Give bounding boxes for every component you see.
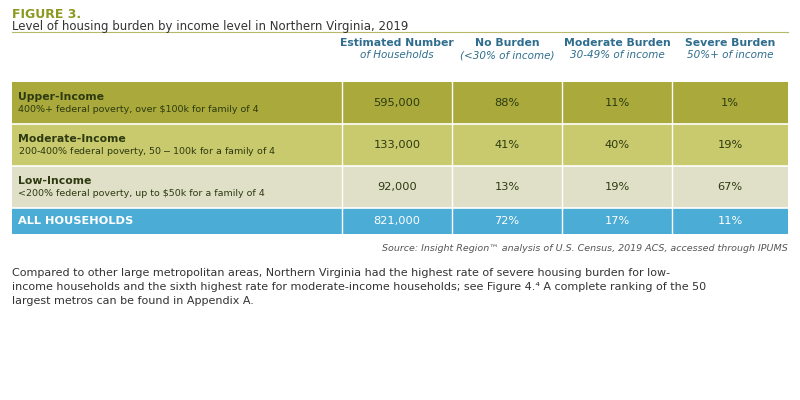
Text: Upper-Income: Upper-Income [18, 92, 104, 102]
Text: 400%+ federal poverty, over $100k for family of 4: 400%+ federal poverty, over $100k for fa… [18, 106, 258, 114]
Text: (<30% of income): (<30% of income) [460, 50, 554, 60]
Text: Compared to other large metropolitan areas, Northern Virginia had the highest ra: Compared to other large metropolitan are… [12, 268, 670, 278]
Text: 13%: 13% [494, 182, 520, 192]
Text: 40%: 40% [605, 140, 630, 150]
Text: 133,000: 133,000 [374, 140, 421, 150]
Text: 1%: 1% [721, 98, 739, 108]
Text: 821,000: 821,000 [374, 216, 421, 226]
Bar [12, 82, 788, 124]
Text: Moderate-Income: Moderate-Income [18, 134, 126, 144]
Text: 92,000: 92,000 [377, 182, 417, 192]
Text: ALL HOUSEHOLDS: ALL HOUSEHOLDS [18, 216, 134, 226]
Text: Estimated Number: Estimated Number [340, 38, 454, 48]
Text: Source: Insight Region™ analysis of U.S. Census, 2019 ACS, accessed through IPUM: Source: Insight Region™ analysis of U.S.… [382, 244, 788, 253]
Text: 595,000: 595,000 [374, 98, 421, 108]
Text: <200% federal poverty, up to $50k for a family of 4: <200% federal poverty, up to $50k for a … [18, 190, 265, 198]
Text: Level of housing burden by income level in Northern Virginia, 2019: Level of housing burden by income level … [12, 20, 408, 33]
Text: Moderate Burden: Moderate Burden [564, 38, 670, 48]
Text: 17%: 17% [604, 216, 630, 226]
Text: 67%: 67% [718, 182, 742, 192]
Text: 11%: 11% [604, 98, 630, 108]
Bar [12, 208, 788, 234]
Text: FIGURE 3.: FIGURE 3. [12, 8, 81, 21]
Text: 11%: 11% [718, 216, 742, 226]
Text: Severe Burden: Severe Burden [685, 38, 775, 48]
Text: No Burden: No Burden [474, 38, 539, 48]
Text: largest metros can be found in Appendix A.: largest metros can be found in Appendix … [12, 296, 254, 306]
Text: 50%+ of income: 50%+ of income [686, 50, 774, 60]
Text: income households and the sixth highest rate for moderate-income households; see: income households and the sixth highest … [12, 282, 706, 292]
Text: 88%: 88% [494, 98, 520, 108]
Text: 30-49% of income: 30-49% of income [570, 50, 664, 60]
Bar [12, 166, 788, 208]
Text: 72%: 72% [494, 216, 519, 226]
Text: Low-Income: Low-Income [18, 176, 91, 186]
Bar [12, 124, 788, 166]
Text: of Households: of Households [360, 50, 434, 60]
Text: 19%: 19% [718, 140, 742, 150]
Text: 41%: 41% [494, 140, 519, 150]
Text: 19%: 19% [604, 182, 630, 192]
Text: 200-400% federal poverty, $50 - $100k for a family of 4: 200-400% federal poverty, $50 - $100k fo… [18, 146, 276, 158]
